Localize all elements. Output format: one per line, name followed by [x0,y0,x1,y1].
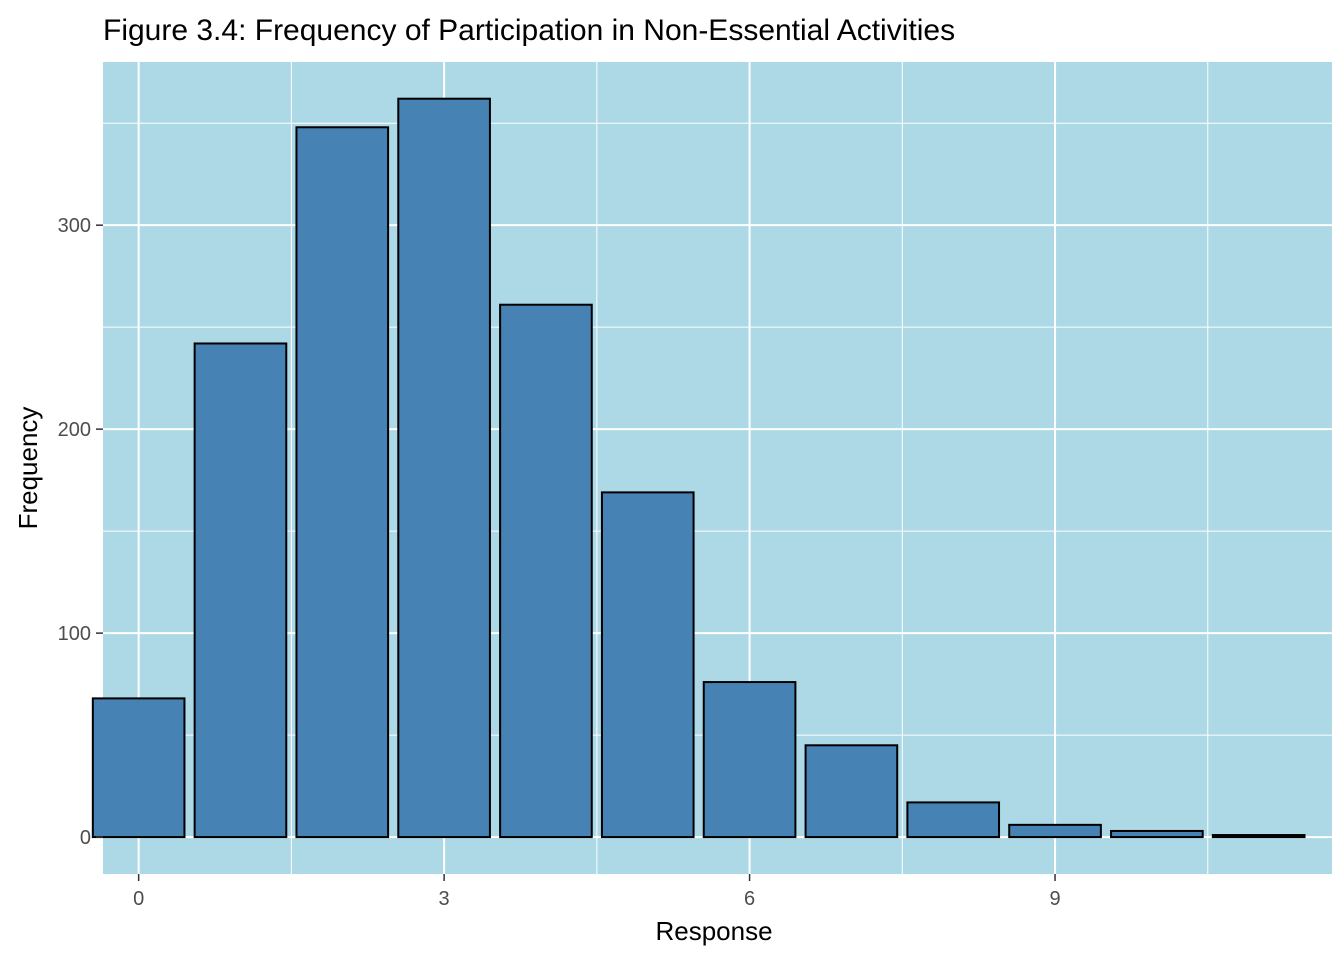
bar-response-7 [804,744,899,839]
y-axis-title: Frequency [13,407,43,530]
bar-response-8 [906,801,1001,839]
y-tick-label: 0 [80,827,91,849]
bars [91,97,1306,839]
bar-response-11 [1211,834,1306,839]
x-tick-label: 6 [744,888,755,910]
bar-response-4 [499,303,593,839]
bar-response-9 [1008,823,1102,839]
grid-minor [103,62,1332,874]
x-axis-title: Response [655,916,772,946]
y-tick-label: 300 [58,215,91,237]
y-tick-label: 200 [58,419,91,441]
bar-response-3 [397,97,491,839]
y-tick-label: 100 [58,623,91,645]
chart-title: Figure 3.4: Frequency of Participation i… [103,14,955,47]
bar-response-2 [295,126,390,839]
x-tick-label: 3 [439,888,450,910]
bar-response-1 [193,342,288,839]
bar-response-10 [1110,829,1204,839]
bar-response-6 [702,681,797,839]
x-tick-label: 9 [1049,888,1060,910]
bar-response-0 [91,697,186,839]
x-axis: 036912 [133,874,1061,910]
x-tick-label: 0 [133,888,144,910]
y-axis: 0 100 200 300 [58,215,103,849]
bar-response-5 [600,491,695,839]
